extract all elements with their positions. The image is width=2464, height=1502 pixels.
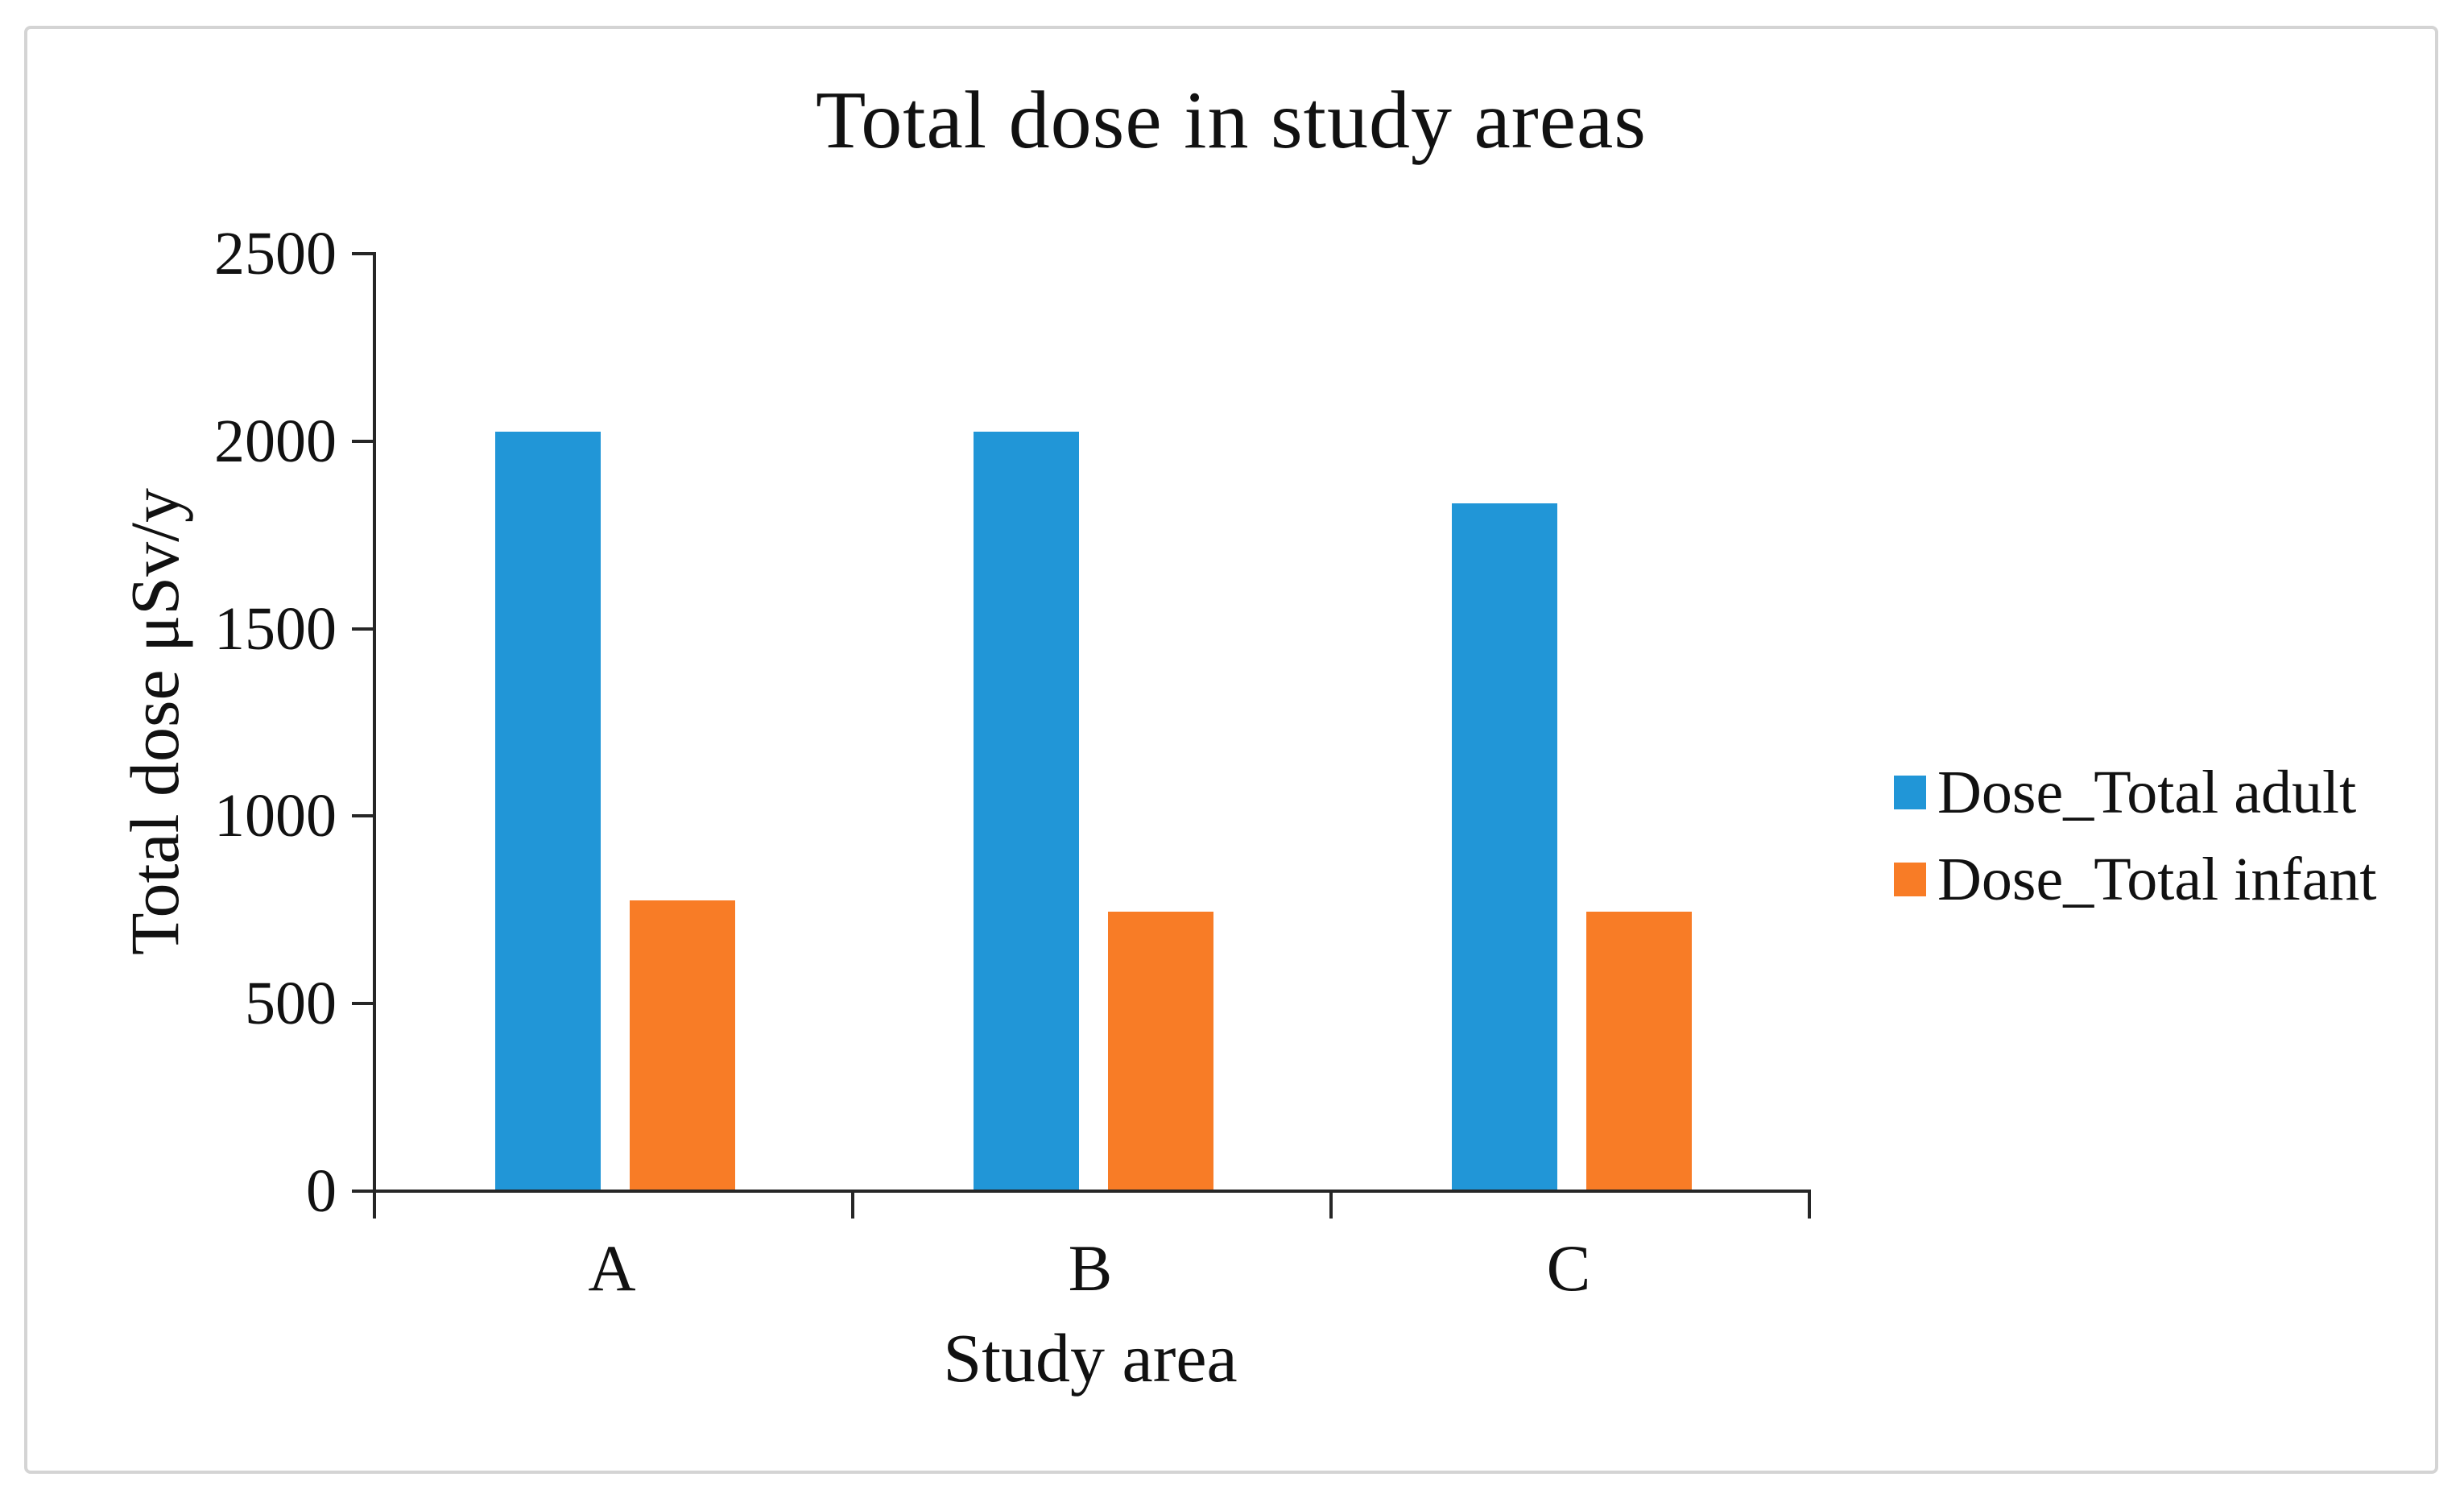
y-tick-label: 2000 [214,407,337,475]
y-tick-mark [352,252,376,255]
y-axis-title: Total dose μSv/y [116,488,193,955]
y-tick-label: 2500 [214,220,337,288]
x-axis-line [373,1190,1811,1193]
x-axis-title: Study area [943,1319,1238,1396]
y-axis-line [373,252,376,1193]
x-tick-mark [1329,1193,1333,1219]
chart-title: Total dose in study areas [816,75,1647,166]
y-tick-mark [352,1190,376,1193]
legend-item-adult: Dose_Total adult [1894,759,2377,826]
y-tick-mark [352,627,376,631]
y-tick-mark [352,814,376,818]
legend-label-adult: Dose_Total adult [1937,758,2357,826]
bar-adult-A [495,432,601,1190]
y-tick-mark [352,439,376,443]
legend-marker-infant-icon [1894,863,1926,896]
bar-adult-B [974,432,1079,1190]
legend-label-infant: Dose_Total infant [1937,845,2377,913]
x-tick-mark [373,1193,376,1219]
bar-infant-C [1586,912,1692,1190]
y-tick-label: 500 [245,970,337,1038]
x-tick-mark [1808,1193,1811,1219]
category-label-C: C [1546,1231,1591,1305]
y-tick-label: 1500 [214,594,337,663]
bar-infant-A [630,900,735,1190]
category-label-A: A [588,1231,636,1305]
figure-border: Total dose in study areas Total dose μSv… [24,26,2438,1474]
bar-infant-B [1108,912,1213,1190]
legend: Dose_Total adult Dose_Total infant [1894,759,2377,913]
bar-adult-C [1452,503,1557,1190]
x-tick-mark [851,1193,854,1219]
category-label-B: B [1068,1231,1113,1305]
legend-marker-adult-icon [1894,776,1926,809]
y-tick-label: 1000 [214,782,337,850]
legend-item-infant: Dose_Total infant [1894,846,2377,913]
y-tick-mark [352,1002,376,1006]
y-tick-label: 0 [306,1157,337,1225]
